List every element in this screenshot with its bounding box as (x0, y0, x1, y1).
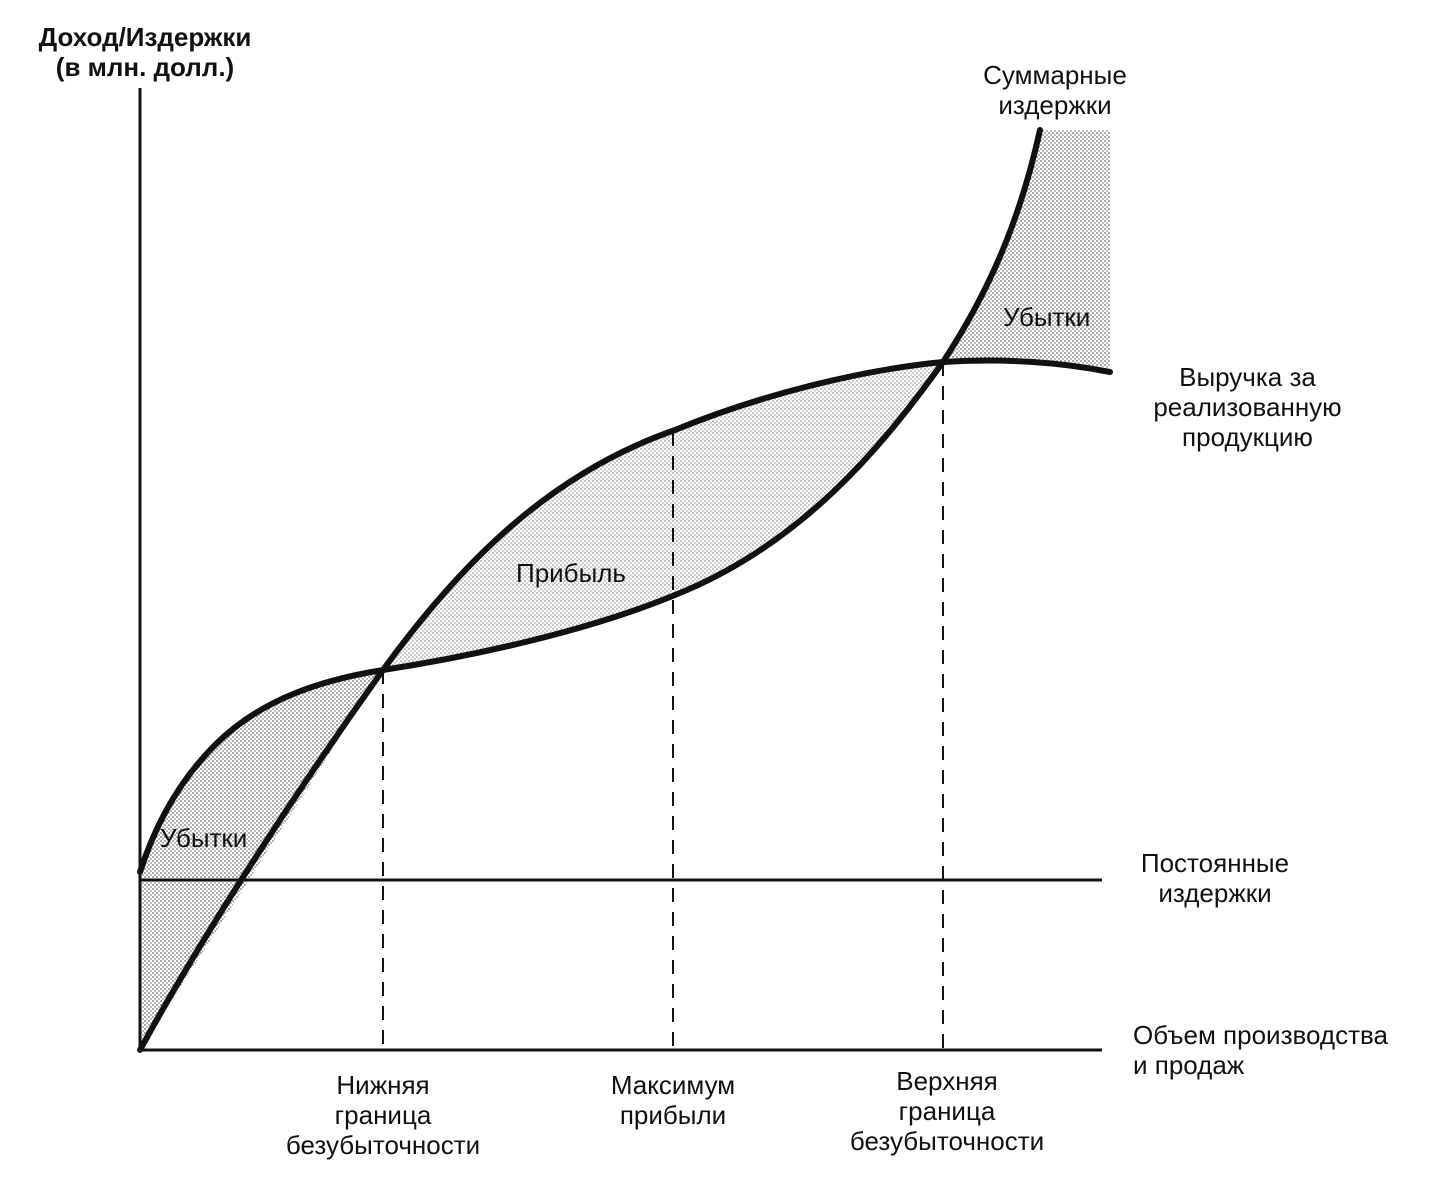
revenue-curve (137, 357, 1113, 1053)
loss-area-right (943, 130, 1110, 368)
revenue-label-line-3: продукцию (1182, 422, 1313, 452)
fixed-costs-label: Постоянные издержки (1125, 848, 1305, 908)
fixed-costs-label-line-2: издержки (1158, 878, 1272, 908)
loss-right-label: Убытки (1003, 302, 1091, 332)
total-costs-label-line-1: Суммарные (983, 60, 1127, 90)
max-profit-label: Максимум прибыли (568, 1070, 778, 1130)
total-costs-label: Суммарные издержки (960, 60, 1150, 120)
total-costs-curve (137, 127, 1043, 875)
x-axis-label-line-1: Объем производства (1133, 1020, 1388, 1050)
x-axis-label-line-2: и продаж (1133, 1050, 1245, 1080)
loss-area-left (140, 670, 383, 1050)
loss-left-label: Убытки (160, 823, 248, 853)
revenue-label: Выручка за реализованную продукцию (1140, 362, 1355, 452)
lower-breakeven-label-line-3: безубыточности (285, 1130, 481, 1160)
x-axis-label: Объем производства и продаж (1133, 1020, 1388, 1080)
max-profit-label-line-1: Максимум (610, 1070, 736, 1100)
upper-breakeven-label-line-2: граница (898, 1096, 996, 1126)
y-axis-label-line-2: (в млн. долл.) (55, 52, 235, 82)
upper-breakeven-label-line-3: безубыточности (849, 1126, 1045, 1156)
total-costs-label-line-2: издержки (998, 90, 1112, 120)
lower-breakeven-label: Нижняя граница безубыточности (258, 1070, 508, 1160)
lower-breakeven-label-line-1: Нижняя (336, 1070, 430, 1100)
lower-breakeven-label-line-2: граница (334, 1100, 432, 1130)
fixed-costs-label-line-1: Постоянные (1140, 848, 1290, 878)
upper-breakeven-label-line-1: Верхняя (896, 1066, 998, 1096)
upper-breakeven-label: Верхняя граница безубыточности (822, 1066, 1072, 1156)
profit-area (383, 362, 943, 670)
y-axis-label: Доход/Издержки (в млн. долл.) (20, 22, 270, 82)
revenue-label-line-2: реализованную (1153, 392, 1342, 422)
revenue-label-line-1: Выручка за (1179, 362, 1316, 392)
max-profit-label-line-2: прибыли (619, 1100, 727, 1130)
profit-label: Прибыль (516, 558, 626, 588)
y-axis-label-line-1: Доход/Издержки (38, 22, 252, 52)
